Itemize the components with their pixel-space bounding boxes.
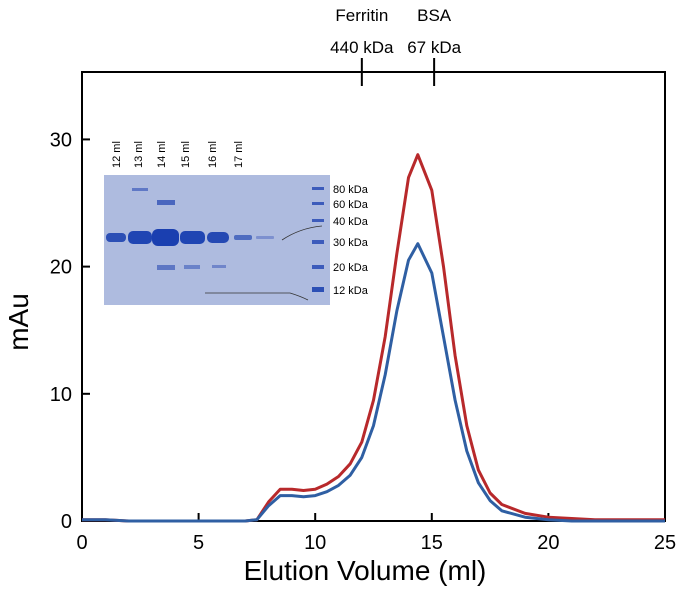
series-line [82, 242, 665, 523]
gel-band [106, 233, 126, 242]
top-marker-mass: 67 kDa [407, 38, 461, 57]
x-tick-label: 5 [193, 532, 204, 554]
gel-band [256, 236, 274, 239]
gel-band [180, 231, 205, 244]
gel-artifact [281, 225, 323, 241]
ladder-band [312, 202, 324, 205]
gel-band [234, 235, 252, 240]
y-axis-label: mAu [3, 293, 34, 351]
y-tick-label: 10 [50, 384, 72, 406]
gel-artifact [205, 292, 309, 301]
marker-label: 40 kDa [333, 216, 369, 228]
y-tick-label: 0 [61, 511, 72, 533]
lane-label: 15 ml [180, 141, 192, 168]
lane-label: 12 ml [111, 141, 123, 168]
marker-label: 80 kDa [333, 184, 369, 196]
lane-label: 13 ml [133, 141, 145, 168]
gel-band [132, 188, 148, 191]
marker-label: 12 kDa [333, 285, 369, 297]
x-axis-label: Elution Volume (ml) [244, 555, 487, 586]
x-tick-label: 0 [76, 532, 87, 554]
marker-label: 30 kDa [333, 237, 369, 249]
gel-band [152, 229, 179, 246]
top-marker-label: Ferritin [335, 6, 388, 25]
gel-band [157, 200, 175, 205]
marker-label: 20 kDa [333, 262, 369, 274]
plot-frame [81, 71, 666, 522]
lane-label: 14 ml [156, 141, 168, 168]
top-marker-mass: 440 kDa [330, 38, 394, 57]
gel-band [128, 231, 152, 244]
gel-band [184, 265, 200, 269]
top-marker-label: BSA [417, 6, 452, 25]
ladder-band [312, 287, 324, 292]
lane-label: 17 ml [233, 141, 245, 168]
ladder-band [312, 240, 324, 244]
x-tick-label: 25 [654, 532, 676, 554]
gel-band [207, 232, 229, 243]
gel-band [212, 265, 226, 268]
gel-band [157, 265, 175, 270]
marker-label: 60 kDa [333, 199, 369, 211]
ladder-band [312, 219, 324, 222]
lane-label: 16 ml [207, 141, 219, 168]
x-tick-label: 10 [304, 532, 326, 554]
y-tick-label: 20 [50, 257, 72, 279]
x-tick-label: 15 [421, 532, 443, 554]
y-tick-label: 30 [50, 129, 72, 151]
ladder-band [312, 187, 324, 190]
ladder-band [312, 265, 324, 269]
x-tick-label: 20 [537, 532, 559, 554]
gel-inset [104, 175, 330, 305]
